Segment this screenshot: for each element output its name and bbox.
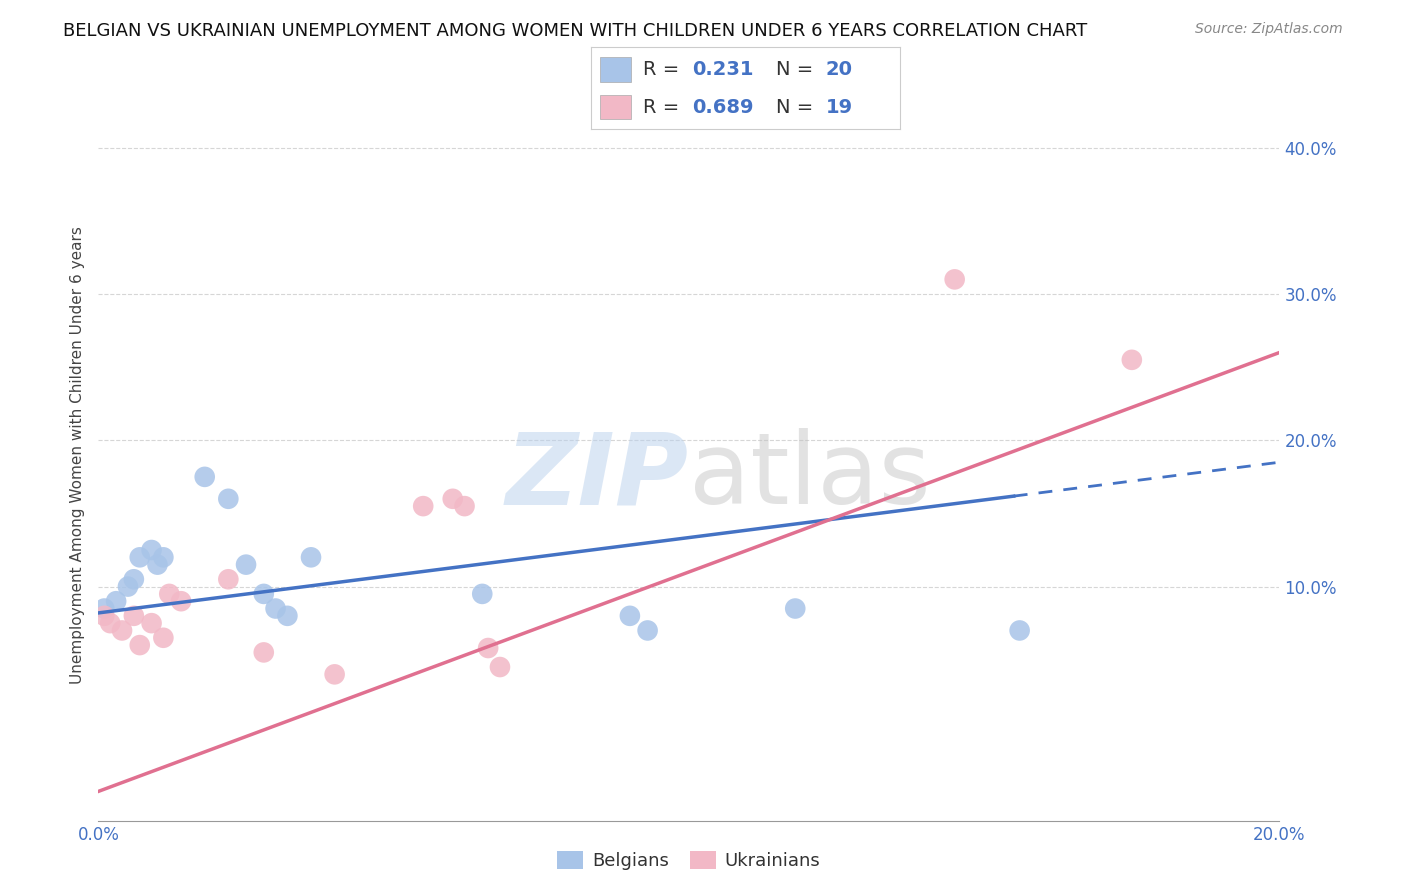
Point	[141, 616, 163, 631]
Point	[170, 594, 193, 608]
Point	[117, 580, 139, 594]
Point	[785, 601, 807, 615]
Point	[264, 601, 287, 615]
Point	[122, 608, 145, 623]
Point	[637, 624, 659, 638]
Text: R =: R =	[643, 98, 686, 117]
Text: Source: ZipAtlas.com: Source: ZipAtlas.com	[1195, 22, 1343, 37]
Point	[299, 550, 322, 565]
Text: ZIP: ZIP	[506, 428, 689, 525]
Text: 0.689: 0.689	[693, 98, 754, 117]
Point	[217, 572, 239, 586]
Point	[122, 572, 145, 586]
Point	[943, 272, 966, 286]
Point	[93, 608, 115, 623]
Bar	[600, 57, 631, 82]
Point	[253, 587, 276, 601]
Point	[141, 543, 163, 558]
Point	[253, 645, 276, 659]
Point	[128, 638, 150, 652]
Point	[157, 587, 180, 601]
Point	[105, 594, 128, 608]
Text: N =: N =	[776, 60, 820, 78]
Text: 19: 19	[825, 98, 852, 117]
Y-axis label: Unemployment Among Women with Children Under 6 years: Unemployment Among Women with Children U…	[69, 226, 84, 684]
Point	[1008, 624, 1031, 638]
Point	[489, 660, 512, 674]
Point	[146, 558, 169, 572]
Point	[217, 491, 239, 506]
Point	[412, 499, 434, 513]
Point	[235, 558, 257, 572]
Point	[152, 550, 174, 565]
Point	[323, 667, 346, 681]
Point	[276, 608, 298, 623]
Point	[98, 616, 121, 631]
Point	[477, 640, 499, 655]
Point	[93, 601, 115, 615]
Point	[619, 608, 641, 623]
Point	[111, 624, 134, 638]
Text: atlas: atlas	[689, 428, 931, 525]
Point	[1121, 352, 1143, 367]
Point	[471, 587, 494, 601]
Bar	[600, 95, 631, 120]
Text: 0.231: 0.231	[693, 60, 754, 78]
Point	[128, 550, 150, 565]
Point	[441, 491, 464, 506]
Legend: Belgians, Ukrainians: Belgians, Ukrainians	[550, 844, 828, 878]
Point	[194, 470, 217, 484]
Point	[453, 499, 475, 513]
Text: BELGIAN VS UKRAINIAN UNEMPLOYMENT AMONG WOMEN WITH CHILDREN UNDER 6 YEARS CORREL: BELGIAN VS UKRAINIAN UNEMPLOYMENT AMONG …	[63, 22, 1087, 40]
Point	[152, 631, 174, 645]
Text: R =: R =	[643, 60, 686, 78]
Text: N =: N =	[776, 98, 820, 117]
Text: 20: 20	[825, 60, 852, 78]
